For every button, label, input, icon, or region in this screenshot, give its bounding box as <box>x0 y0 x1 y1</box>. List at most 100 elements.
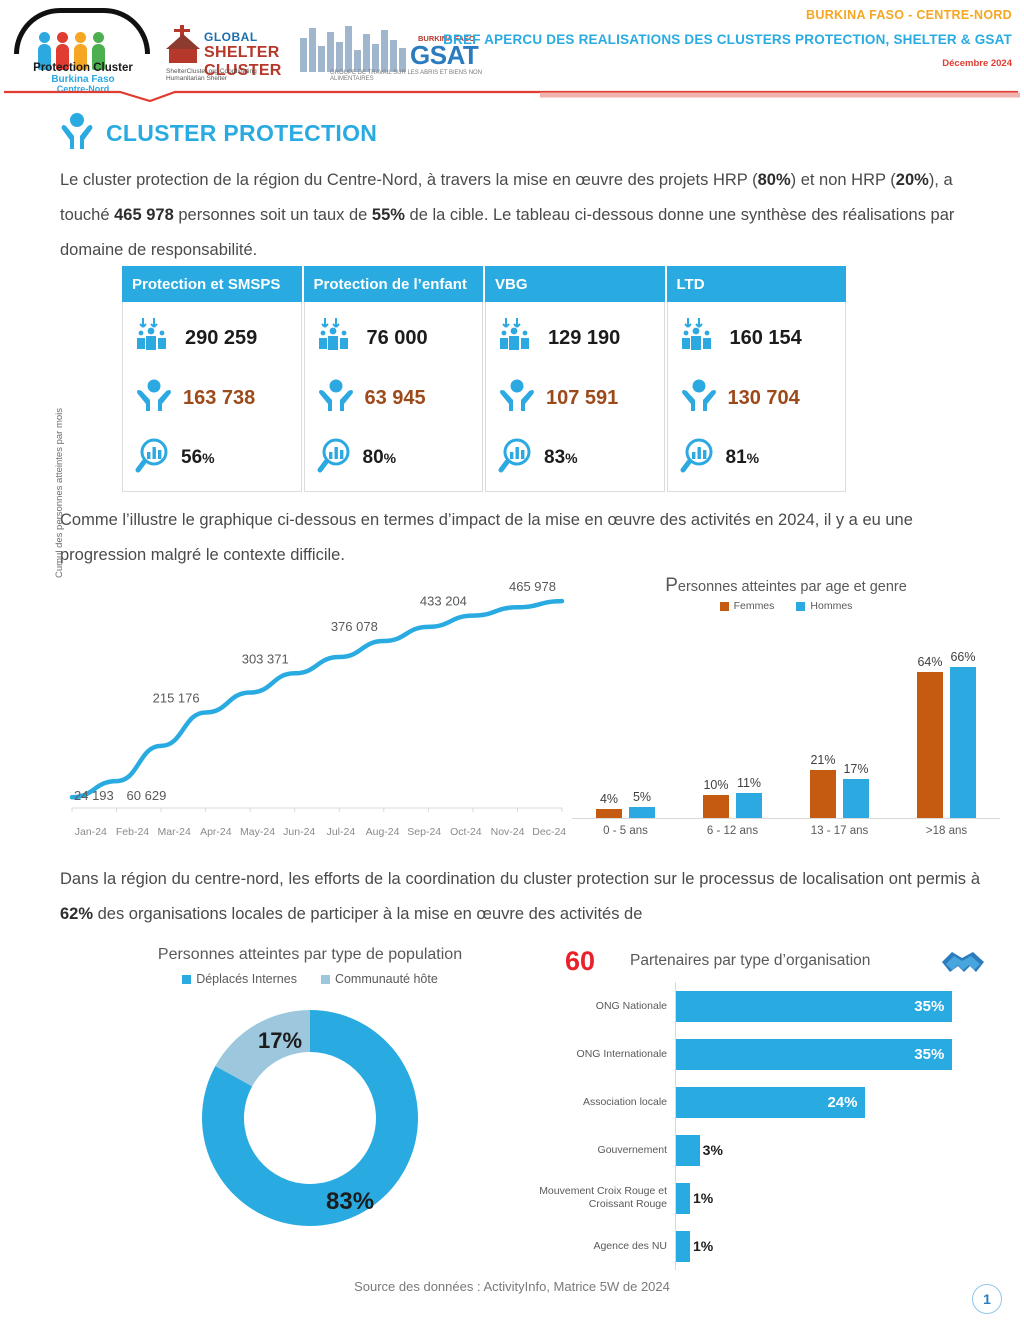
partner-bar <box>676 1230 690 1262</box>
gsc-line2: SHELTER CLUSTER <box>204 44 282 79</box>
stats-column-3: VBG 129 190 107 591 83% <box>485 266 667 492</box>
partner-bar: 35% <box>676 990 953 1022</box>
header-country: BURKINA FASO - CENTRE-NORD <box>806 8 1012 22</box>
svg-text:376 078: 376 078 <box>331 619 378 634</box>
partner-value-label: 3% <box>702 1142 723 1158</box>
bar-value-label: 64% <box>917 654 943 669</box>
bar-value-label: 17% <box>843 762 869 777</box>
legend-label: Hommes <box>810 600 853 612</box>
donut-legend: Déplacés Internes Communauté hôte <box>60 972 560 986</box>
gsat-country: BURKINA FASO <box>418 34 475 43</box>
p1-seg1: Le cluster protection de la région du Ce… <box>60 171 758 189</box>
stat-target-value: 290 259 <box>185 326 258 349</box>
svg-text:303 371: 303 371 <box>242 651 289 666</box>
bar-value-label: 21% <box>810 753 836 767</box>
partner-track: 3% <box>675 1126 990 1174</box>
source-note: Source des données : ActivityInfo, Matri… <box>354 1279 670 1294</box>
page-header: Protection Cluster Burkina Faso Centre-N… <box>0 0 1024 103</box>
magnifier-chart-icon <box>680 437 716 480</box>
p3-seg2: des organisations locales de participer … <box>93 905 643 923</box>
p1-people-reached: 465 978 <box>114 206 174 224</box>
partner-track: 1% <box>675 1222 990 1270</box>
partner-bar <box>676 1134 700 1166</box>
stat-reached-value: 130 704 <box>727 386 800 409</box>
legend-swatch-icon <box>719 601 729 611</box>
intro-paragraph: Le cluster protection de la région du Ce… <box>60 163 975 268</box>
bar-xtick: 13 - 17 ans <box>810 825 869 837</box>
partner-row: Association locale 24% <box>520 1078 990 1126</box>
svg-text:24 193: 24 193 <box>74 788 114 803</box>
bar-value-label: 10% <box>703 778 729 793</box>
bar-value-label: 66% <box>950 650 976 665</box>
stat-target-value: 76 000 <box>366 326 428 349</box>
bar-xtick: 0 - 5 ans <box>603 825 648 837</box>
line-xtick: Feb-24 <box>115 826 150 838</box>
donut-legend-item: Déplacés Internes <box>182 972 297 986</box>
line-xtick: Jun-24 <box>283 826 316 838</box>
donut-title: Personnes atteintes par type de populati… <box>157 946 463 963</box>
line-xtick: Sep-24 <box>407 826 442 838</box>
bar-hommes: 11% <box>736 776 762 818</box>
bar-group: 4% 5% <box>572 633 679 818</box>
bar-xtick: >18 ans <box>925 825 968 837</box>
hands-person-icon <box>498 377 536 420</box>
line-xtick: Mar-24 <box>157 826 191 838</box>
bar-hommes: 66% <box>950 650 976 818</box>
stats-column-header: Protection et SMSPS <box>122 266 302 302</box>
partner-label: Agence des NU <box>593 1239 667 1252</box>
line-xtick: Apr-24 <box>200 826 232 838</box>
protection-cluster-name: Protection Cluster <box>33 62 133 74</box>
p1-nonhrp-pct: 20% <box>895 171 929 189</box>
legend-swatch-icon <box>182 974 192 984</box>
line-chart-xaxis: Jan-24 Feb-24 Mar-24 Apr-24 May-24 Jun-24 Jul-… <box>70 826 570 838</box>
partners-rows: ONG Nationale 35% ONG Internationale 35% Ass… <box>520 982 990 1270</box>
header-divider <box>0 88 1024 103</box>
gsat-acronym: GSAT <box>410 40 479 70</box>
line-xtick: Jan-24 <box>74 826 107 838</box>
localisation-paragraph: Dans la région du centre-nord, les effor… <box>60 862 980 932</box>
partner-bar <box>676 1182 690 1214</box>
legend-label: Communauté hôte <box>334 972 438 986</box>
bar-xtick: 6 - 12 ans <box>706 825 759 837</box>
line-xtick: Nov-24 <box>490 826 525 838</box>
section-header: CLUSTER PROTECTION <box>60 112 377 155</box>
bar-group: 64% 66% <box>893 633 1000 818</box>
house-icon <box>166 25 200 64</box>
line-chart-plot: 24 193 60 629 215 176 303 371 376 078 433 204… <box>69 579 565 812</box>
partner-label: Association locale <box>582 1095 667 1108</box>
stat-reached-value: 63 945 <box>364 386 426 409</box>
bar-legend-item: Femmes <box>719 600 774 612</box>
bar-chart-xaxis: 0 - 5 ans 6 - 12 ans 13 - 17 ans >18 ans <box>572 825 1000 837</box>
donut-label-idp: 83% <box>326 1188 375 1215</box>
bar-chart-title: Personnes atteintes par age et genre <box>665 575 907 596</box>
partner-track: 1% <box>675 1174 990 1222</box>
bar-value-label: 5% <box>632 789 652 804</box>
stat-reached-row: 63 945 <box>305 368 483 428</box>
logo-group: Protection Cluster Burkina Faso Centre-N… <box>8 6 500 94</box>
bar-femmes: 64% <box>917 655 943 818</box>
bar-femmes: 4% <box>596 792 622 818</box>
partner-track: 35% <box>675 982 990 1030</box>
svg-text:465 978: 465 978 <box>509 579 556 594</box>
stats-column-body: 76 000 63 945 80% <box>303 302 483 492</box>
partner-label: Mouvement Croix Rouge et Croissant Rouge <box>539 1185 667 1210</box>
p1-hrp-pct: 80% <box>757 171 791 189</box>
stats-column-body: 129 190 107 591 83% <box>485 302 665 492</box>
page-number: 1 <box>972 1284 1002 1314</box>
legend-swatch-icon <box>796 601 806 611</box>
donut-graphic: 17% 83% <box>190 998 430 1238</box>
people-target-icon <box>135 316 175 361</box>
stats-table: Protection et SMSPS 290 259 163 738 56% Prot… <box>122 266 846 492</box>
line-xtick: Aug-24 <box>365 826 400 838</box>
stat-percent-row: 80% <box>305 428 483 488</box>
donut-slice <box>215 1010 310 1087</box>
protection-cluster-logo: Protection Cluster Burkina Faso Centre-N… <box>8 6 158 94</box>
p1-seg3: ), a touché <box>60 171 953 224</box>
stat-percent-value: 81% <box>725 447 760 468</box>
stats-column-4: LTD 160 154 130 704 81% <box>666 266 846 492</box>
bar-group: 10% 11% <box>679 633 786 818</box>
bar-chart-plot: 4% 5% 10% 11% 21% 17% 64% 66% <box>572 633 1000 819</box>
stat-percent-value: 56% <box>181 447 215 468</box>
p3-localisation-pct: 62% <box>60 905 94 923</box>
line-xtick: Oct-24 <box>450 826 482 838</box>
